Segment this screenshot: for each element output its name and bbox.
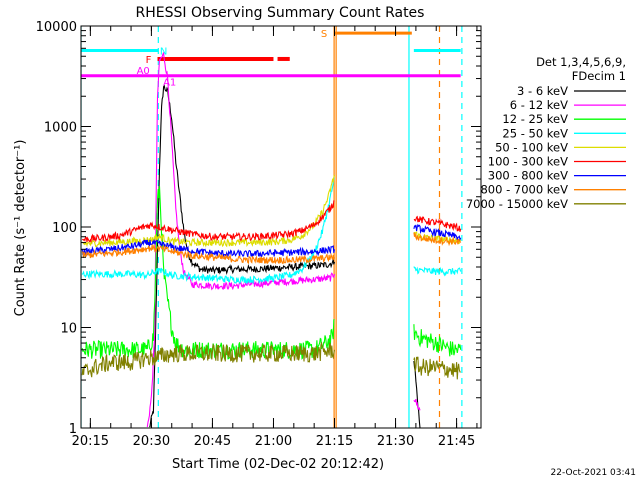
y-tick-label: 100 <box>52 221 77 236</box>
series-trace-7-0 <box>81 244 336 265</box>
legend-entry-label: 6 - 12 keV <box>510 98 568 112</box>
flag-bar-a1-label: A1 <box>163 78 176 89</box>
legend-entry-label: 100 - 300 keV <box>488 155 568 169</box>
series-trace-5-1 <box>413 215 462 232</box>
legend-entry-label: 7000 - 15000 keV <box>466 197 568 211</box>
legend-header-line: FDecim 1 <box>572 69 626 83</box>
y-tick-label: 10000 <box>36 20 77 35</box>
plot-contents <box>81 26 463 428</box>
x-axis-label: Start Time (02-Dec-02 20:12:42) <box>172 457 384 472</box>
series-trace-6-1 <box>413 223 462 242</box>
x-tick-label: 20:30 <box>133 434 170 449</box>
series-trace-1-1 <box>413 398 421 411</box>
series-trace-3-1 <box>413 266 462 277</box>
series-trace-2-1 <box>413 324 462 357</box>
y-axis-label: Count Rate (s⁻¹ detector⁻¹) <box>13 140 28 317</box>
series-trace-7-1 <box>413 232 462 247</box>
x-tick-label: 21:30 <box>377 434 414 449</box>
series-100-300-kev <box>81 200 462 243</box>
series-trace-8-0 <box>81 341 336 378</box>
series-trace-4-0 <box>82 174 336 248</box>
legend-entry-label: 25 - 50 keV <box>502 126 568 140</box>
x-tick-label: 20:15 <box>72 434 109 449</box>
legend-header-line: Det 1,3,4,5,6,9, <box>536 55 626 69</box>
series-trace-3-0 <box>81 177 335 285</box>
series-trace-6-0 <box>81 239 336 259</box>
footer-date: 22-Oct-2021 03:41 <box>551 468 636 478</box>
legend-entry-label: 3 - 6 keV <box>517 84 568 98</box>
legend-entry-label: 12 - 25 keV <box>502 112 568 126</box>
flag-bar-f-label: F <box>146 55 152 66</box>
series-300-800-kev <box>81 223 462 259</box>
series-800-7000-kev <box>81 232 462 265</box>
legend-entry-label: 800 - 7000 keV <box>480 183 568 197</box>
x-tick-label: 21:00 <box>255 434 292 449</box>
legend-entry-label: 50 - 100 keV <box>495 140 568 154</box>
y-tick-label: 1 <box>69 422 77 437</box>
series-trace-5-0 <box>81 200 335 243</box>
flag-bar-s-label: S <box>321 29 327 40</box>
y-tick-label: 10 <box>60 322 77 337</box>
x-tick-label: 20:45 <box>194 434 231 449</box>
series-7000-15000-kev <box>81 341 461 380</box>
flag-bar-n-label: N <box>160 47 167 58</box>
y-axis: 1 10 100 1000 10000 <box>36 20 481 437</box>
flag-bar-a0-label: A0 <box>137 66 150 77</box>
chart-title: RHESSI Observing Summary Count Rates <box>136 5 425 21</box>
y-tick-label: 1000 <box>44 121 77 136</box>
x-tick-label: 21:15 <box>316 434 353 449</box>
x-axis: 20:15 20:30 20:45 21:00 21:15 21:30 21:45 <box>72 26 478 449</box>
legend-entry-label: 300 - 800 keV <box>488 169 568 183</box>
series-trace-8-1 <box>413 356 461 380</box>
plot-area: FN A0 A1 S <box>80 25 482 429</box>
x-tick-label: 21:45 <box>438 434 475 449</box>
series-25-50-kev <box>81 177 462 285</box>
